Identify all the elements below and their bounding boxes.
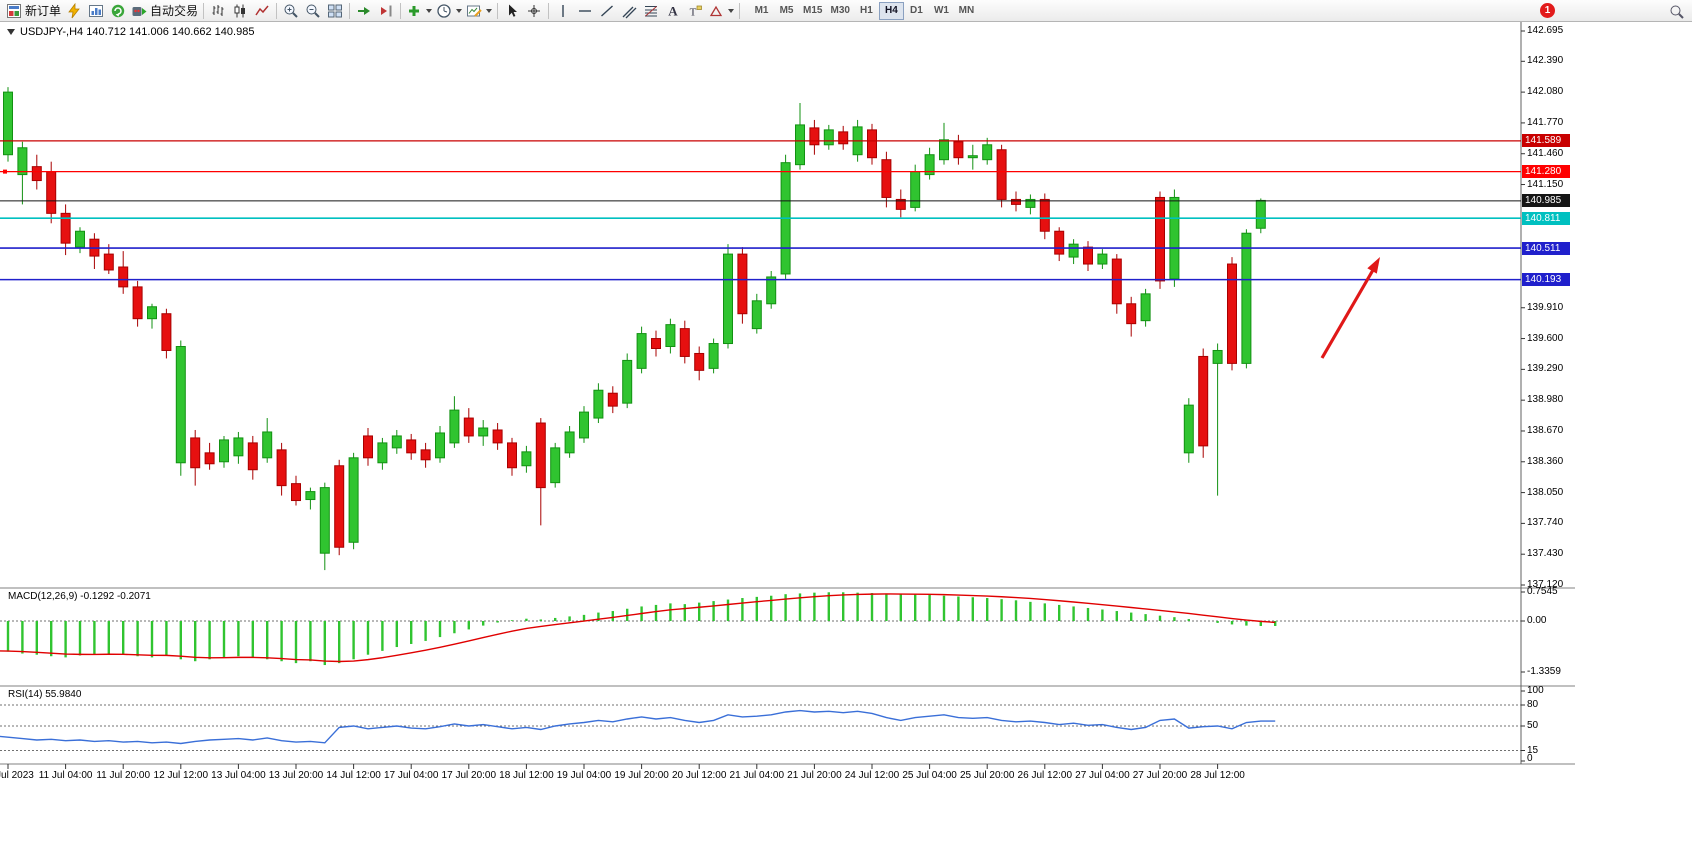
chart-frame <box>0 22 1575 765</box>
macd-label: MACD(12,26,9) -0.1292 -0.2071 <box>8 591 151 602</box>
svg-text:A: A <box>668 3 678 18</box>
label-button[interactable]: T <box>684 1 706 21</box>
toolbar: 1 新订单 自动交易 A T M1 M5 M15 M30 H1 H4 D1 W1 MN <box>0 0 1692 22</box>
macd-panel <box>0 591 1525 673</box>
metaeditor-button[interactable] <box>63 1 85 21</box>
bar-chart-button[interactable] <box>207 1 229 21</box>
toolbar-separator <box>349 2 351 19</box>
chart-dropdown-icon[interactable] <box>7 29 15 35</box>
timeframe-m15-button[interactable]: M15 <box>803 5 823 16</box>
notification-badge[interactable]: 1 <box>1540 3 1555 18</box>
chart-title-text: USDJPY-,H4 140.712 141.006 140.662 140.9… <box>20 26 255 38</box>
cursor-icon <box>504 3 520 19</box>
toolbar-separator <box>400 2 402 19</box>
bar-chart-icon <box>210 3 226 19</box>
toolbar-separator <box>497 2 499 19</box>
tile-windows-icon <box>327 3 343 19</box>
auto-scroll-button[interactable] <box>353 1 375 21</box>
label-icon: T <box>687 3 703 19</box>
line-chart-icon <box>254 3 270 19</box>
rsi-line <box>0 709 1276 745</box>
text-icon: A <box>665 3 681 19</box>
cursor-button[interactable] <box>501 1 523 21</box>
zoom-in-button[interactable] <box>280 1 302 21</box>
timeframe-mn-button[interactable]: MN <box>958 5 975 16</box>
hline-icon <box>577 3 593 19</box>
caret-down-icon <box>426 8 433 13</box>
candlesticks <box>3 87 1266 571</box>
chart-shift-icon <box>378 3 394 19</box>
caret-down-icon <box>486 8 493 13</box>
vline-icon <box>555 3 571 19</box>
indicators-button[interactable] <box>404 1 434 21</box>
trendline-icon <box>599 3 615 19</box>
tile-windows-button[interactable] <box>324 1 346 21</box>
crosshair-icon <box>526 3 542 19</box>
line-chart-button[interactable] <box>251 1 273 21</box>
periods-button[interactable] <box>434 1 464 21</box>
fibonacci-button[interactable] <box>640 1 662 21</box>
arrow-annotation[interactable] <box>1320 257 1380 359</box>
caret-down-icon <box>728 8 735 13</box>
text-button[interactable]: A <box>662 1 684 21</box>
shapes-icon <box>708 3 724 19</box>
rsi-panel <box>0 690 1525 762</box>
refresh-icon <box>110 3 126 19</box>
shapes-button[interactable] <box>706 1 736 21</box>
vertical-line-button[interactable] <box>552 1 574 21</box>
price-axis <box>1521 30 1525 586</box>
timeframe-group: M1 M5 M15 M30 H1 H4 D1 W1 MN <box>749 1 979 20</box>
zoom-out-button[interactable] <box>302 1 324 21</box>
refresh-button[interactable] <box>107 1 129 21</box>
chart-symbol-label: USDJPY-,H4 140.712 141.006 140.662 140.9… <box>7 26 254 38</box>
timeframe-m1-button[interactable]: M1 <box>754 5 769 16</box>
timeframe-m30-button[interactable]: M30 <box>830 5 850 16</box>
autotrading-icon <box>131 3 147 19</box>
charts-button[interactable] <box>85 1 107 21</box>
templates-button[interactable] <box>464 1 494 21</box>
toolbar-separator <box>548 2 550 19</box>
metaeditor-icon <box>66 2 82 19</box>
new-order-button[interactable]: 新订单 <box>4 1 63 21</box>
timeframe-h4-button[interactable]: H4 <box>878 1 904 20</box>
indicators-icon <box>406 3 422 19</box>
search-icon <box>1669 4 1685 20</box>
horizontal-line-button[interactable] <box>574 1 596 21</box>
chart-shift-button[interactable] <box>375 1 397 21</box>
svg-text:T: T <box>690 6 697 18</box>
candlestick-button[interactable] <box>229 1 251 21</box>
zoom-out-icon <box>305 3 321 19</box>
channel-icon <box>621 3 637 19</box>
auto-scroll-icon <box>356 3 372 19</box>
fibonacci-icon <box>643 3 659 19</box>
timeframe-d1-button[interactable]: D1 <box>910 5 923 16</box>
new-order-icon <box>6 3 22 19</box>
autotrading-button-label: 自动交易 <box>150 4 199 18</box>
candlestick-icon <box>232 3 248 19</box>
new-order-button-label: 新订单 <box>25 4 62 18</box>
channel-button[interactable] <box>618 1 640 21</box>
trendline-button[interactable] <box>596 1 618 21</box>
autotrading-button[interactable]: 自动交易 <box>129 1 200 21</box>
price-lines[interactable] <box>0 140 1521 281</box>
templates-icon <box>466 3 482 19</box>
search-button[interactable] <box>1666 2 1688 22</box>
timeframe-w1-button[interactable]: W1 <box>933 5 949 16</box>
timeframe-h1-button[interactable]: H1 <box>860 5 873 16</box>
macd-signal-line <box>0 593 1276 663</box>
periods-icon <box>436 3 452 19</box>
toolbar-separator <box>739 2 741 19</box>
crosshair-button[interactable] <box>523 1 545 21</box>
toolbar-separator <box>276 2 278 19</box>
toolbar-separator <box>203 2 205 19</box>
timeframe-m5-button[interactable]: M5 <box>779 5 794 16</box>
charts-icon <box>88 3 104 19</box>
rsi-label: RSI(14) 55.9840 <box>8 689 82 700</box>
time-axis <box>7 764 1219 769</box>
zoom-in-icon <box>283 3 299 19</box>
caret-down-icon <box>456 8 463 13</box>
